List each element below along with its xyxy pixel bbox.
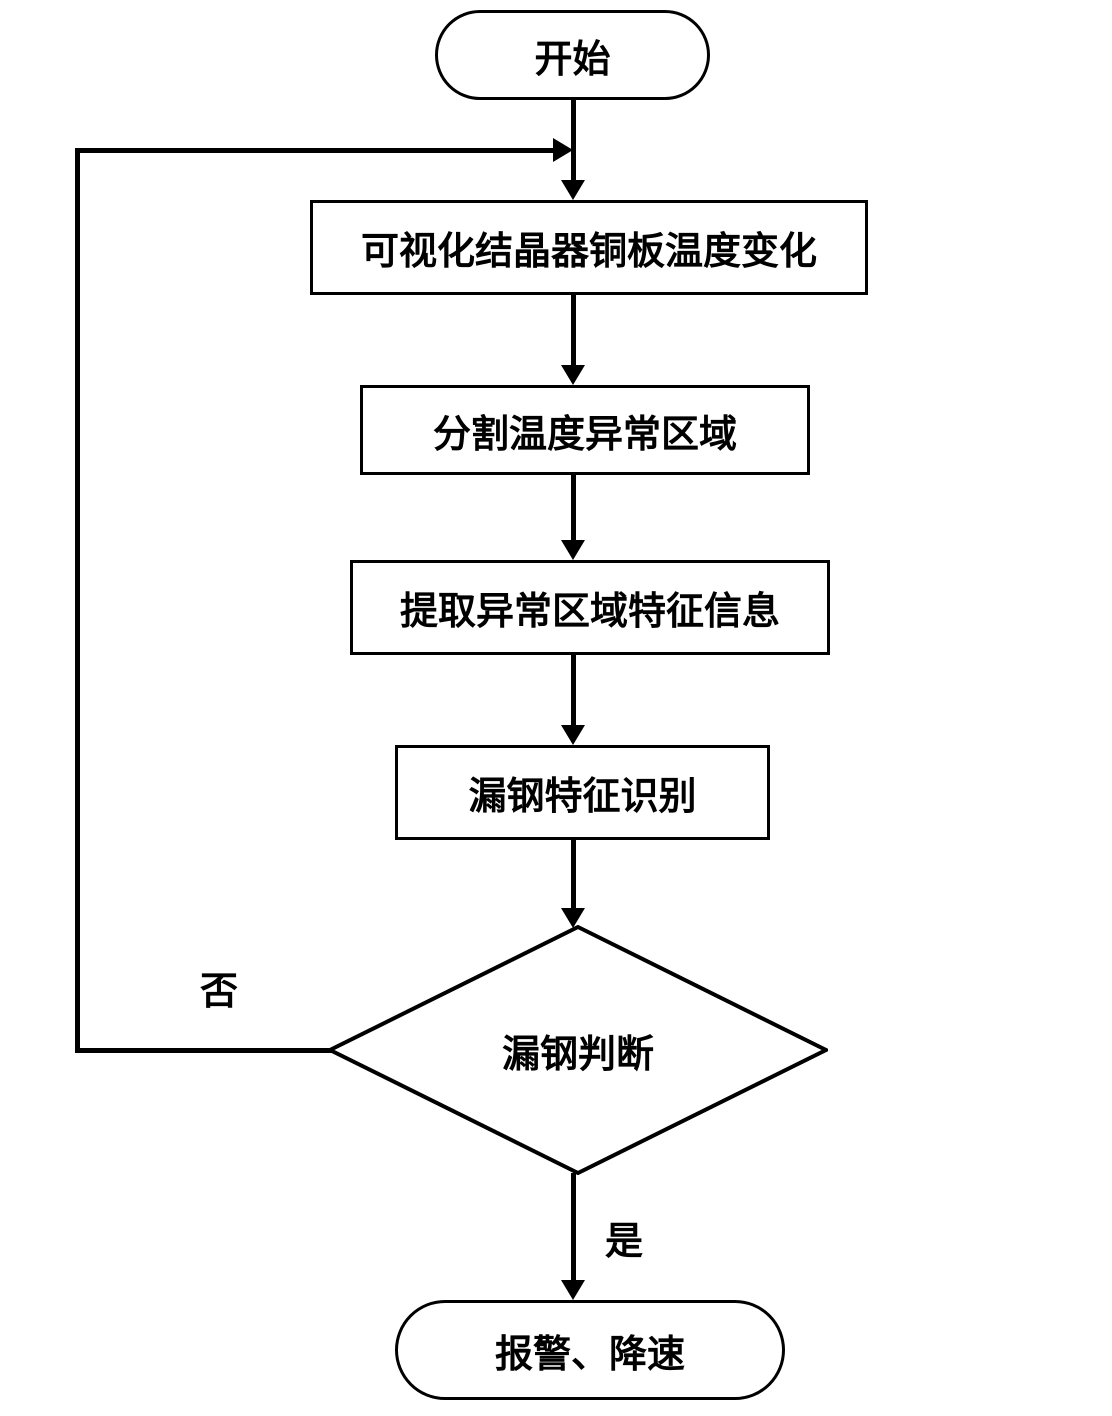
step4-node: 漏钢特征识别 — [395, 745, 770, 840]
arrowhead-step3-step4 — [561, 725, 585, 745]
no-label: 否 — [200, 960, 238, 1015]
end-node: 报警、降速 — [395, 1300, 785, 1400]
decision-text-wrapper: 漏钢判断 — [328, 925, 828, 1175]
step4-label: 漏钢特征识别 — [468, 765, 696, 820]
arrow-step3-step4 — [571, 655, 576, 727]
start-node: 开始 — [435, 10, 710, 100]
start-label: 开始 — [534, 28, 610, 83]
step2-label: 分割温度异常区域 — [433, 403, 737, 458]
end-label: 报警、降速 — [495, 1323, 685, 1378]
arrowhead-step2-step3 — [561, 540, 585, 560]
arrow-step4-decision — [571, 840, 576, 910]
step1-label: 可视化结晶器铜板温度变化 — [361, 220, 817, 275]
no-path-h2 — [75, 148, 555, 153]
arrowhead-decision-end — [561, 1280, 585, 1300]
arrow-decision-end — [571, 1173, 576, 1283]
flowchart-container: 开始 可视化结晶器铜板温度变化 分割温度异常区域 提取异常区域特征信息 漏钢特征… — [0, 0, 1112, 1416]
step3-label: 提取异常区域特征信息 — [400, 580, 780, 635]
arrowhead-step1-step2 — [561, 365, 585, 385]
step1-node: 可视化结晶器铜板温度变化 — [310, 200, 868, 295]
yes-label: 是 — [605, 1210, 643, 1265]
no-path-v — [75, 148, 80, 1053]
arrow-step2-step3 — [571, 475, 576, 542]
step2-node: 分割温度异常区域 — [360, 385, 810, 475]
arrowhead-start-step1 — [561, 180, 585, 200]
decision-label: 漏钢判断 — [502, 1023, 654, 1078]
no-path-arrowhead — [553, 138, 573, 162]
no-path-h1 — [75, 1048, 333, 1053]
arrow-step1-step2 — [571, 295, 576, 367]
step3-node: 提取异常区域特征信息 — [350, 560, 830, 655]
